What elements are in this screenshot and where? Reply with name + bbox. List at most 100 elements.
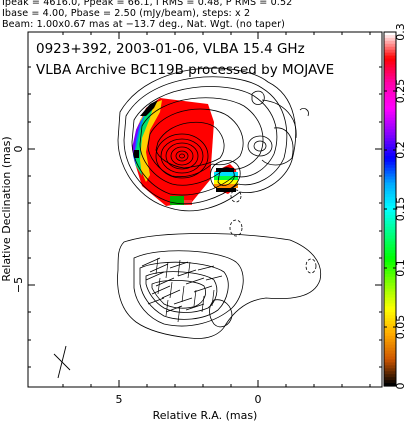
colorbar-segment (384, 300, 396, 304)
colorbar-segment (384, 117, 396, 122)
colorbar-segment (384, 123, 396, 127)
colorbar-segment (384, 61, 396, 66)
colorbar-segment (384, 155, 396, 160)
axis-ticks (28, 32, 382, 387)
colorbar-segment (384, 91, 396, 95)
y-tick-label: −5 (12, 277, 25, 293)
header-stats-line-2: Ibase = 4.00, Pbase = 2.50 (mJy/beam), s… (2, 8, 251, 19)
colorbar-segment (384, 383, 396, 387)
colorbar-segment (384, 73, 396, 77)
colorbar-segment (384, 152, 396, 157)
colorbar-segment (384, 79, 396, 83)
colorbar-segment (384, 265, 396, 269)
plot-title-line-1: 0923+392, 2003-01-06, VLBA 15.4 GHz (36, 41, 305, 57)
colorbar-segment (384, 161, 396, 166)
x-tick-label: 0 (255, 393, 262, 406)
colorbar-tick-label: 0.25 (394, 79, 407, 104)
colorbar-segment (384, 359, 396, 363)
colorbar-segment (384, 167, 396, 172)
colorbar-segment (384, 43, 396, 48)
colorbar-segment (384, 229, 396, 234)
colorbar-segment (384, 344, 396, 349)
colorbar-segment (384, 371, 396, 375)
colorbar-segment (384, 132, 396, 136)
colorbar-segment (384, 138, 396, 142)
colorbar-segment (384, 374, 396, 378)
colorbar-segment (384, 338, 396, 343)
colorbar-segment (384, 93, 396, 98)
colorbar-segment (384, 88, 396, 92)
colorbar-segment (384, 353, 396, 358)
colorbar-segment (384, 291, 396, 296)
colorbar-segment (384, 241, 396, 245)
colorbar-segment (384, 176, 396, 181)
colorbar-tick-label: 0.3 (394, 23, 407, 41)
colorbar-segment (384, 144, 396, 148)
colorbar: 0.3 0.25 0.2 0.15 0.1 0.05 0 (383, 23, 407, 390)
colorbar-segment (384, 235, 396, 240)
colorbar-segment (384, 188, 396, 192)
x-tick-label: 5 (116, 393, 123, 406)
colorbar-segment (384, 102, 396, 107)
colorbar-segment (384, 76, 396, 80)
colorbar-segment (384, 253, 396, 257)
colorbar-segment (384, 324, 396, 328)
colorbar-segment (384, 34, 396, 39)
colorbar-segment (384, 120, 396, 125)
colorbar-segment (384, 315, 396, 319)
colorbar-segment (384, 114, 396, 119)
colorbar-segment (384, 276, 396, 281)
colorbar-segment (384, 297, 396, 302)
colorbar-segment (384, 303, 396, 307)
colorbar-segment (384, 273, 396, 278)
colorbar-segment (384, 129, 396, 133)
colorbar-tick-label: 0.2 (394, 141, 407, 159)
colorbar-segment (384, 294, 396, 299)
colorbar-tick-label: 0.05 (394, 315, 407, 340)
colorbar-segment (384, 332, 396, 337)
x-axis-title: Relative R.A. (mas) (153, 409, 258, 422)
colorbar-segment (384, 141, 396, 145)
colorbar-segment (384, 377, 396, 381)
colorbar-segment (384, 327, 396, 331)
colorbar-segment (384, 108, 396, 113)
colorbar-segment (384, 368, 396, 372)
colorbar-tick-label: 0 (394, 383, 407, 390)
plot-frame (27, 31, 383, 388)
colorbar-segment (384, 200, 396, 204)
colorbar-segment (384, 306, 396, 310)
colorbar-segment (384, 223, 396, 228)
colorbar-segment (384, 126, 396, 130)
colorbar-segment (384, 226, 396, 231)
colorbar-segment (384, 70, 396, 74)
colorbar-segment (384, 365, 396, 369)
colorbar-segment (384, 64, 396, 68)
colorbar-segment (384, 220, 396, 225)
colorbar-tick-label: 0.1 (394, 259, 407, 277)
colorbar-segment (384, 105, 396, 110)
colorbar-segment (384, 350, 396, 355)
colorbar-segment (384, 309, 396, 313)
colorbar-segment (384, 203, 396, 207)
colorbar-segment (384, 262, 396, 266)
colorbar-segment (384, 329, 396, 334)
colorbar-segment (384, 111, 396, 116)
colorbar-segment (384, 164, 396, 169)
colorbar-segment (384, 247, 396, 251)
colorbar-segment (384, 40, 396, 45)
colorbar-segment (384, 82, 396, 86)
colorbar-segment (384, 179, 396, 184)
colorbar-segment (384, 321, 396, 325)
colorbar-segment (384, 206, 396, 210)
y-axis-title: Relative Declination (mas) (0, 136, 13, 281)
colorbar-segment (384, 58, 396, 63)
colorbar-segment (384, 52, 396, 57)
colorbar-segment (384, 256, 396, 260)
colorbar-segment (384, 270, 396, 275)
colorbar-segment (384, 55, 396, 60)
colorbar-segment (384, 318, 396, 322)
colorbar-segment (384, 191, 396, 195)
header-beam-line: Beam: 1.00x0.67 mas at −13.7 deg., Nat. … (2, 19, 285, 30)
colorbar-segment (384, 194, 396, 198)
